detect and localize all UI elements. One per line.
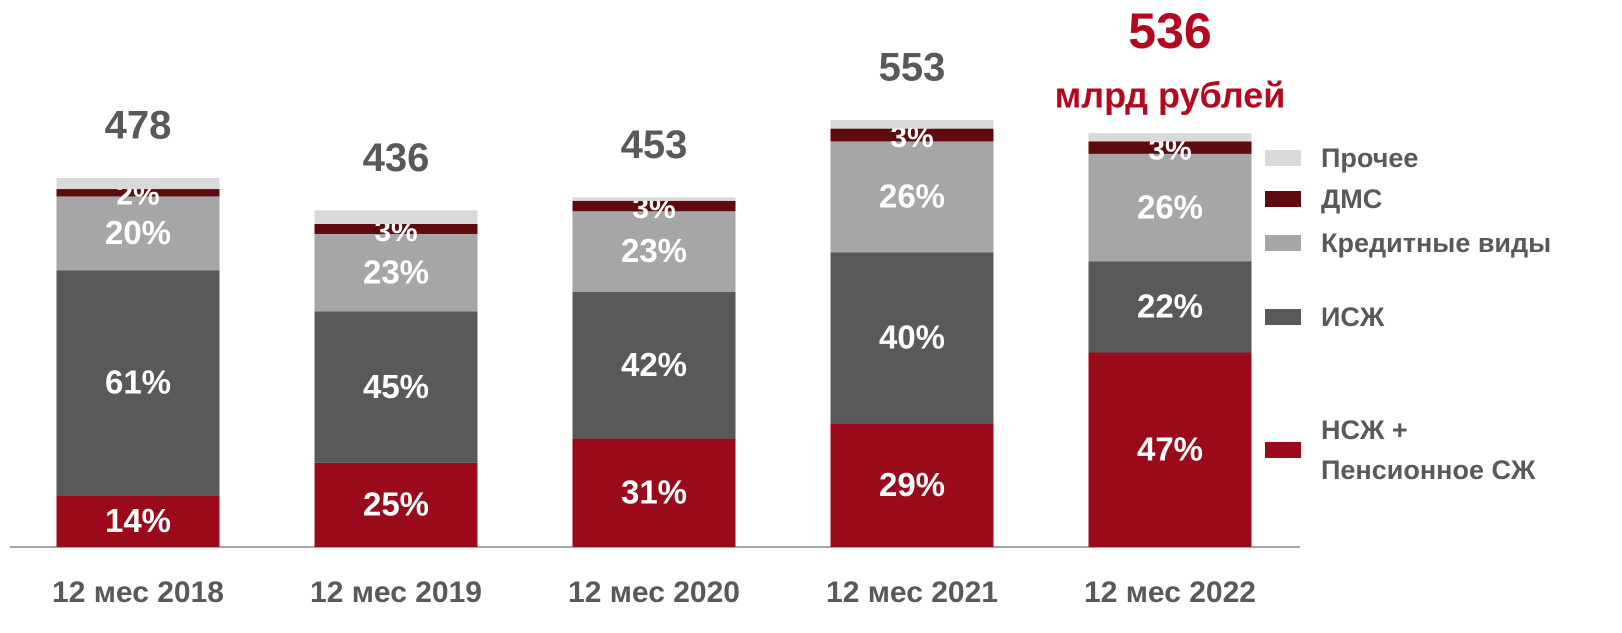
bar-segment	[1088, 261, 1252, 353]
value-label: 23%	[621, 232, 687, 269]
bar-segment	[56, 196, 220, 271]
value-label: 23%	[363, 253, 429, 290]
bar-segment	[56, 270, 220, 496]
bar-segment	[572, 197, 736, 201]
bar-segment	[56, 495, 220, 547]
bar-segment	[572, 211, 736, 292]
value-label: 40%	[879, 319, 945, 356]
x-tick-label: 12 мес 2019	[310, 576, 482, 609]
x-tick-label: 12 мес 2021	[826, 576, 998, 609]
bar-segment	[572, 438, 736, 547]
value-label: 61%	[105, 364, 171, 401]
value-label: 47%	[1137, 430, 1203, 467]
bar-segment	[314, 233, 478, 312]
bar-segment	[1088, 153, 1252, 262]
value-label: 26%	[879, 178, 945, 215]
total-label: 478	[105, 104, 172, 148]
bar-segment	[1088, 352, 1252, 547]
bar-segment	[314, 311, 478, 463]
value-label: 20%	[105, 214, 171, 251]
bar-segment	[314, 223, 478, 234]
value-label: 26%	[1137, 188, 1203, 225]
bar-segment	[56, 177, 220, 190]
value-label: 3%	[632, 192, 675, 225]
value-label: 31%	[621, 474, 687, 511]
bar-segment	[572, 291, 736, 439]
annotation: млрд рублей	[1055, 75, 1286, 116]
x-tick-label: 12 мес 2018	[52, 576, 224, 609]
value-label: 25%	[363, 486, 429, 523]
bar-segment	[1088, 141, 1252, 154]
total-label: 436	[363, 136, 430, 180]
value-label: 42%	[621, 346, 687, 383]
x-tick-label: 12 мес 2020	[568, 576, 740, 609]
value-label: 45%	[363, 368, 429, 405]
value-label: 29%	[879, 466, 945, 503]
bar-segment	[1088, 133, 1252, 142]
bar-segment	[830, 423, 994, 547]
x-tick-label: 12 мес 2022	[1084, 576, 1256, 609]
total-label: 536	[1128, 3, 1211, 59]
value-label: 22%	[1137, 288, 1203, 325]
bar-segment	[830, 128, 994, 142]
bar-segment	[56, 189, 220, 197]
bar-segment	[830, 252, 994, 424]
value-label: 14%	[105, 502, 171, 539]
bar-segment	[314, 462, 478, 547]
bar-segment	[830, 141, 994, 253]
bar-segment	[314, 210, 478, 224]
bar-segment	[830, 120, 994, 129]
total-label: 453	[621, 123, 688, 167]
bar-segment	[572, 200, 736, 212]
total-label: 553	[879, 46, 946, 90]
